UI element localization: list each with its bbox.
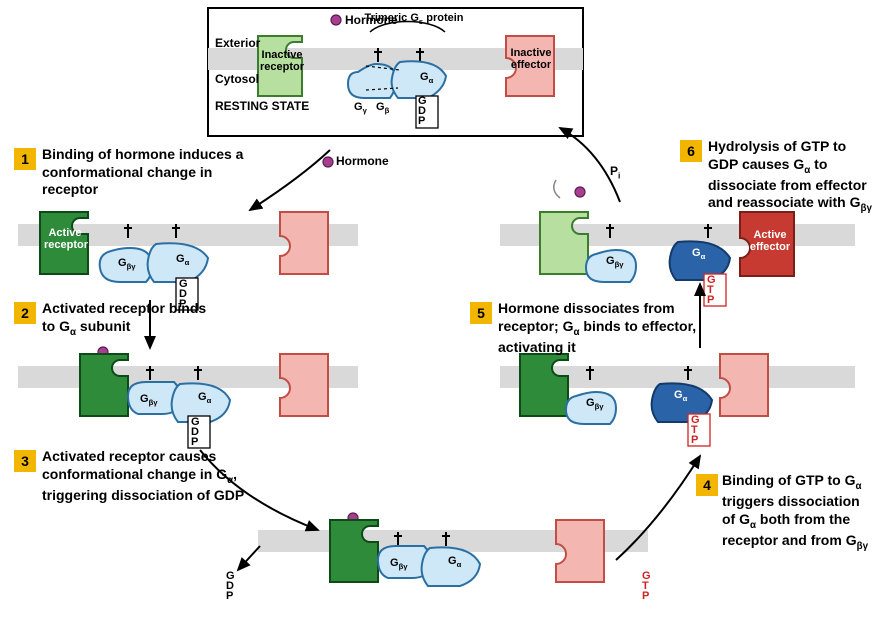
step3-text: Activated receptor causes conformational…: [42, 448, 262, 504]
stepnum-6: 6: [680, 140, 702, 162]
stepnum-1: 1: [14, 148, 36, 170]
legend-hormone-dot: [331, 15, 341, 25]
label-gdp-1: GDP: [179, 280, 188, 310]
step3-receptor: [330, 520, 378, 582]
step6-receptor-inactive: [540, 212, 588, 274]
label-gdp-2: GDP: [191, 418, 200, 448]
label-ga-1: Gα: [176, 254, 189, 267]
step5-receptor: [520, 354, 568, 416]
stepnum-3: 3: [14, 450, 36, 472]
legend-cytosol: Cytosol: [215, 72, 259, 86]
stepnum-5: 5: [470, 302, 492, 324]
legend-resting-text: RESTING STATE: [215, 99, 309, 113]
label-gbg-3: Gβγ: [390, 558, 408, 571]
label-gdp-out: GDP: [226, 572, 235, 602]
label-inactive-receptor: Inactive receptor: [259, 50, 305, 73]
label-gbg-6: Gβγ: [606, 256, 624, 269]
step5-text: Hormone dissociates from receptor; Gα bi…: [498, 300, 698, 356]
step1-hormone: [323, 157, 333, 167]
label-gbeta-legend: Gβ: [376, 102, 389, 115]
label-active-receptor-1: Active receptor: [44, 228, 86, 251]
stepnum-4: 4: [696, 474, 718, 496]
label-active-effector: Active effector: [746, 230, 794, 253]
label-ga-6: Gα: [692, 248, 705, 261]
hormone-label-1: Hormone: [336, 154, 389, 168]
stepnum-2: 2: [14, 302, 36, 324]
step1-text: Binding of hormone induces a conformatio…: [42, 146, 272, 199]
label-gbg-1: Gβγ: [118, 258, 136, 271]
label-gbg-5: Gβγ: [586, 398, 604, 411]
step6-text: Hydrolysis of GTP to GDP causes Gα to di…: [708, 138, 873, 215]
step2-receptor: [80, 354, 128, 416]
step4-text: Binding of GTP to Gα triggers dissociati…: [722, 472, 872, 553]
legend-g-alpha: [392, 61, 446, 98]
label-ggamma-legend: Gγ: [354, 102, 367, 115]
label-gdp-legend: GDP: [418, 97, 427, 127]
label-gbg-2: Gβγ: [140, 394, 158, 407]
step6-hormone-leaving: [575, 187, 585, 197]
label-gtp-in: GTP: [642, 572, 651, 602]
label-ga-2: Gα: [198, 392, 211, 405]
label-inactive-effector: Inactive effector: [508, 48, 554, 71]
legend-resting: RESTING STATE: [215, 100, 309, 113]
legend-exterior: Exterior: [215, 36, 260, 50]
label-gtp-6: GTP: [707, 276, 716, 306]
step6-release-arc: [554, 180, 560, 198]
label-trimeric: Trimeric Gs protein: [364, 13, 464, 26]
label-ga-3: Gα: [448, 556, 461, 569]
arrow-gdp-out: [238, 546, 260, 570]
label-galpha-legend: Gα: [420, 72, 433, 85]
label-ga-5: Gα: [674, 390, 687, 403]
label-pi: Pi: [610, 164, 620, 180]
label-gtp-5: GTP: [691, 416, 700, 446]
